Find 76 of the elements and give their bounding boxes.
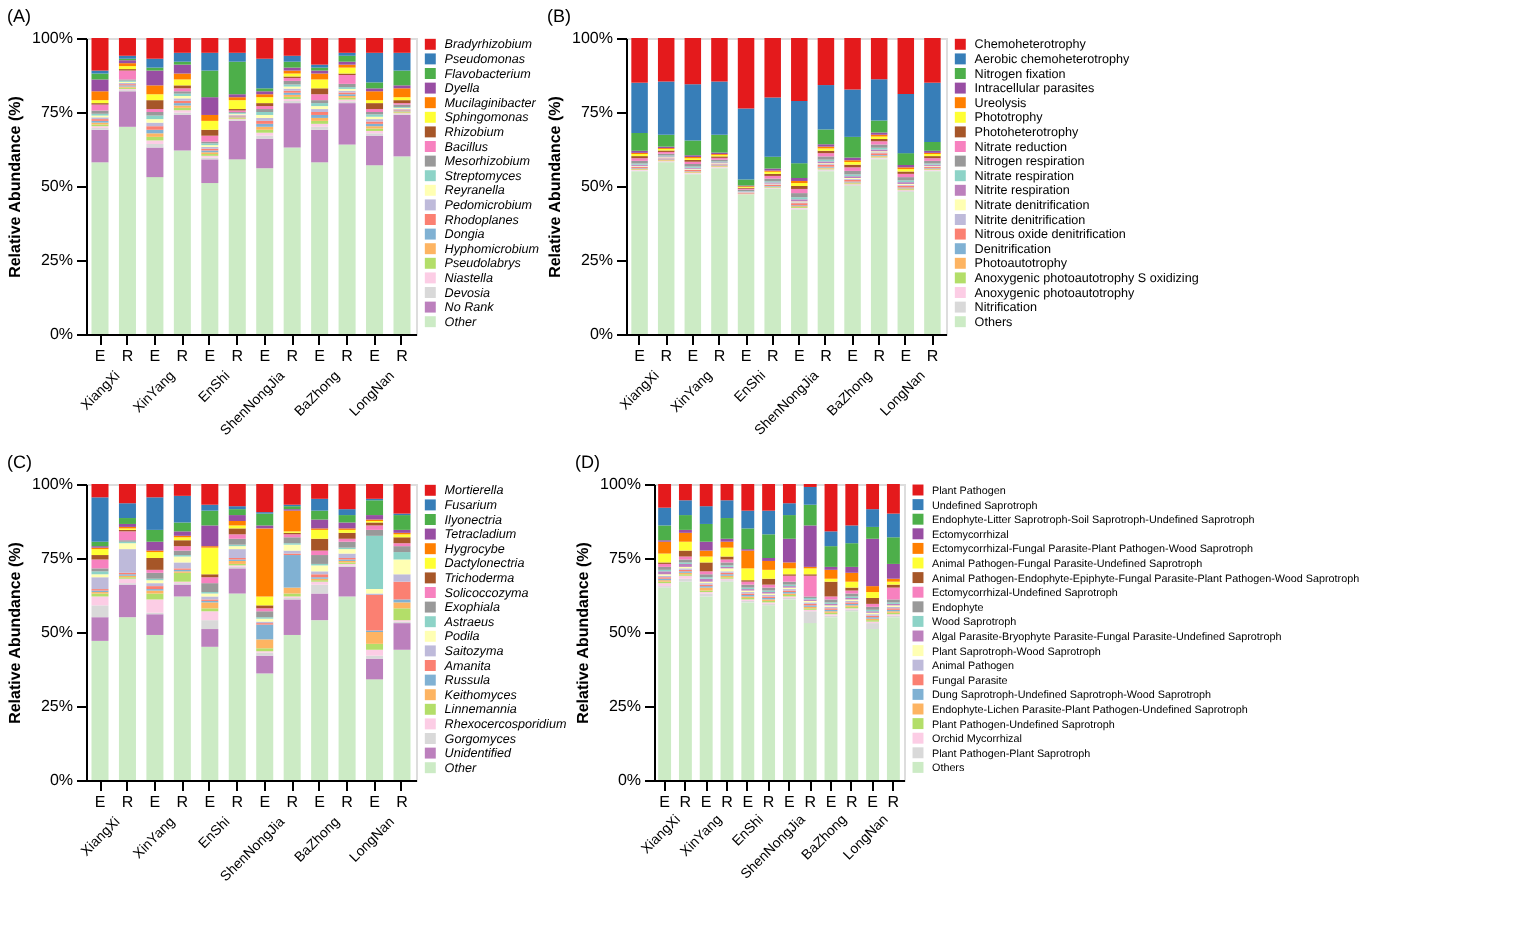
y-tick-label: 100% xyxy=(32,29,73,47)
x-tick-label: E xyxy=(742,793,754,811)
chart-title: (A) xyxy=(7,6,32,26)
x-tick-label: E xyxy=(369,793,380,811)
y-tick-label: 0% xyxy=(49,771,73,789)
x-tick-label: E xyxy=(793,347,805,365)
x-tick-label: R xyxy=(926,347,939,365)
y-tick-label: 0% xyxy=(49,325,73,343)
chart-title: (D) xyxy=(575,452,601,472)
x-tick-label: R xyxy=(721,793,734,811)
y-tick-label: 50% xyxy=(608,623,641,641)
x-tick-label: R xyxy=(341,347,354,365)
y-tick-label: 50% xyxy=(40,177,73,195)
x-tick-label: R xyxy=(231,793,244,811)
y-tick-label: 75% xyxy=(40,549,73,567)
y-tick-label: 75% xyxy=(40,103,73,121)
y-axis-title: Relative Abundance (%) xyxy=(6,95,25,278)
y-tick-label: 100% xyxy=(600,475,641,493)
x-tick-label: R xyxy=(286,347,299,365)
x-tick-label: R xyxy=(660,347,673,365)
x-tick-label: R xyxy=(820,347,833,365)
y-tick-label: 100% xyxy=(572,29,613,47)
x-tick-label: R xyxy=(804,793,817,811)
x-tick-label: R xyxy=(176,793,189,811)
y-axis-title: Relative Abundance (%) xyxy=(6,541,25,724)
chart-title: (B) xyxy=(547,6,572,26)
x-tick-label: E xyxy=(825,793,837,811)
chart-title: (C) xyxy=(7,452,33,472)
x-tick-label: R xyxy=(762,793,775,811)
x-tick-label: E xyxy=(149,347,161,365)
y-tick-label: 75% xyxy=(580,103,613,121)
y-tick-label: 50% xyxy=(580,177,613,195)
x-tick-label: E xyxy=(867,793,878,811)
x-tick-label: R xyxy=(341,793,354,811)
x-tick-label: E xyxy=(700,793,712,811)
x-tick-label: R xyxy=(766,347,779,365)
x-tick-label: E xyxy=(149,793,161,811)
x-tick-label: E xyxy=(369,347,380,365)
x-tick-label: E xyxy=(634,347,645,365)
x-tick-label: R xyxy=(121,347,134,365)
x-tick-label: E xyxy=(659,793,670,811)
x-tick-label: R xyxy=(887,793,900,811)
x-tick-label: R xyxy=(121,793,134,811)
y-tick-label: 25% xyxy=(40,251,73,269)
x-tick-label: E xyxy=(259,793,271,811)
x-tick-label: E xyxy=(94,793,106,811)
x-tick-label: E xyxy=(847,347,858,365)
x-tick-label: E xyxy=(687,347,699,365)
x-tick-label: R xyxy=(846,793,859,811)
x-tick-label: E xyxy=(259,347,271,365)
x-tick-label: R xyxy=(873,347,886,365)
y-tick-label: 25% xyxy=(580,251,613,269)
y-tick-label: 50% xyxy=(40,623,73,641)
x-tick-label: E xyxy=(204,793,216,811)
y-tick-label: 0% xyxy=(589,325,613,343)
y-axis-title: Relative Abundance (%) xyxy=(546,95,565,278)
x-tick-label: E xyxy=(314,793,325,811)
y-tick-label: 100% xyxy=(32,475,73,493)
y-tick-label: 25% xyxy=(40,697,73,715)
y-tick-label: 0% xyxy=(617,771,641,789)
x-tick-label: R xyxy=(286,793,299,811)
x-tick-label: R xyxy=(396,793,409,811)
x-tick-label: E xyxy=(784,793,795,811)
x-tick-label: E xyxy=(740,347,752,365)
x-tick-label: E xyxy=(94,347,106,365)
y-tick-label: 25% xyxy=(608,697,641,715)
x-tick-label: R xyxy=(231,347,244,365)
x-tick-label: R xyxy=(679,793,692,811)
x-tick-label: R xyxy=(176,347,189,365)
x-tick-label: E xyxy=(314,347,325,365)
y-axis-title: Relative Abundance (%) xyxy=(574,541,593,724)
x-tick-label: E xyxy=(900,347,912,365)
x-tick-label: R xyxy=(713,347,726,365)
x-tick-label: R xyxy=(396,347,409,365)
y-tick-label: 75% xyxy=(608,549,641,567)
x-tick-label: E xyxy=(204,347,216,365)
